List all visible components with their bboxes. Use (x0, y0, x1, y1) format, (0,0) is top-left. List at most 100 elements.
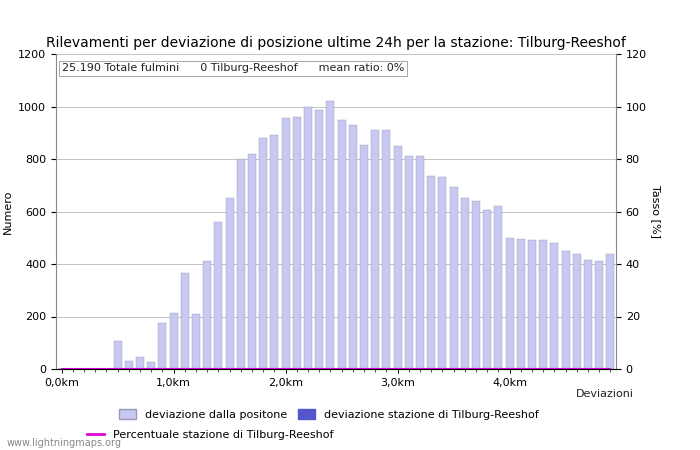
Bar (371, 130, 379, 369)
Bar (416, 157, 424, 369)
Text: www.lightningmaps.org: www.lightningmaps.org (7, 438, 122, 448)
Percentuale stazione di Tilburg-Reeshof (259, 366, 267, 372)
Bar (494, 206, 503, 369)
Percentuale stazione di Tilburg-Reeshof (438, 366, 447, 372)
Percentuale stazione di Tilburg-Reeshof (349, 366, 357, 372)
Percentuale stazione di Tilburg-Reeshof (181, 366, 189, 372)
Percentuale stazione di Tilburg-Reeshof (169, 366, 178, 372)
Percentuale stazione di Tilburg-Reeshof (483, 366, 491, 372)
Percentuale stazione di Tilburg-Reeshof (360, 366, 368, 372)
Percentuale stazione di Tilburg-Reeshof (528, 366, 536, 372)
Bar (461, 198, 469, 369)
Bar (349, 125, 357, 369)
Text: 25.190 Totale fulmini      0 Tilburg-Reeshof      mean ratio: 0%: 25.190 Totale fulmini 0 Tilburg-Reeshof … (62, 63, 404, 73)
Bar (427, 176, 435, 369)
Percentuale stazione di Tilburg-Reeshof (393, 366, 402, 372)
Percentuale stazione di Tilburg-Reeshof (80, 366, 88, 372)
Percentuale stazione di Tilburg-Reeshof (550, 366, 559, 372)
Percentuale stazione di Tilburg-Reeshof (158, 366, 167, 372)
Bar (483, 210, 491, 369)
Bar (550, 243, 559, 369)
Bar (181, 273, 189, 369)
Bar (304, 107, 312, 369)
Percentuale stazione di Tilburg-Reeshof (125, 366, 133, 372)
Percentuale stazione di Tilburg-Reeshof (225, 366, 234, 372)
Bar (561, 251, 570, 369)
Bar (606, 253, 615, 369)
Percentuale stazione di Tilburg-Reeshof (573, 366, 581, 372)
Bar (315, 110, 323, 369)
Bar (281, 118, 290, 369)
Percentuale stazione di Tilburg-Reeshof (494, 366, 503, 372)
Percentuale stazione di Tilburg-Reeshof (472, 366, 480, 372)
Legend: Percentuale stazione di Tilburg-Reeshof: Percentuale stazione di Tilburg-Reeshof (87, 429, 333, 440)
Bar (136, 357, 144, 369)
Percentuale stazione di Tilburg-Reeshof (270, 366, 279, 372)
Bar (237, 159, 245, 369)
Bar (382, 130, 391, 369)
Bar (595, 261, 603, 369)
Bar (169, 313, 178, 369)
Percentuale stazione di Tilburg-Reeshof (449, 366, 458, 372)
Percentuale stazione di Tilburg-Reeshof (337, 366, 346, 372)
Bar (113, 342, 122, 369)
Bar (438, 177, 447, 369)
Bar (158, 323, 167, 369)
Percentuale stazione di Tilburg-Reeshof (304, 366, 312, 372)
Text: Deviazioni: Deviazioni (575, 389, 634, 399)
Bar (584, 260, 592, 369)
Percentuale stazione di Tilburg-Reeshof (606, 366, 615, 372)
Y-axis label: Numero: Numero (3, 189, 13, 234)
Bar (293, 117, 301, 369)
Percentuale stazione di Tilburg-Reeshof (237, 366, 245, 372)
Percentuale stazione di Tilburg-Reeshof (405, 366, 413, 372)
Percentuale stazione di Tilburg-Reeshof (214, 366, 223, 372)
Bar (449, 187, 458, 369)
Percentuale stazione di Tilburg-Reeshof (505, 366, 514, 372)
Bar (472, 201, 480, 369)
Bar (147, 362, 155, 369)
Percentuale stazione di Tilburg-Reeshof (192, 366, 200, 372)
Title: Rilevamenti per deviazione di posizione ultime 24h per la stazione: Tilburg-Rees: Rilevamenti per deviazione di posizione … (46, 36, 626, 50)
Legend: deviazione dalla positone, deviazione stazione di Tilburg-Reeshof: deviazione dalla positone, deviazione st… (120, 409, 538, 420)
Percentuale stazione di Tilburg-Reeshof (561, 366, 570, 372)
Bar (214, 222, 223, 369)
Percentuale stazione di Tilburg-Reeshof (113, 366, 122, 372)
Bar (192, 314, 200, 369)
Bar (505, 238, 514, 369)
Percentuale stazione di Tilburg-Reeshof (539, 366, 547, 372)
Bar (539, 240, 547, 369)
Bar (573, 253, 581, 369)
Percentuale stazione di Tilburg-Reeshof (293, 366, 301, 372)
Percentuale stazione di Tilburg-Reeshof (57, 366, 66, 372)
Percentuale stazione di Tilburg-Reeshof (427, 366, 435, 372)
Percentuale stazione di Tilburg-Reeshof (102, 366, 111, 372)
Percentuale stazione di Tilburg-Reeshof (248, 366, 256, 372)
Bar (405, 157, 413, 369)
Bar (259, 138, 267, 369)
Bar (528, 240, 536, 369)
Percentuale stazione di Tilburg-Reeshof (147, 366, 155, 372)
Percentuale stazione di Tilburg-Reeshof (91, 366, 99, 372)
Percentuale stazione di Tilburg-Reeshof (416, 366, 424, 372)
Bar (517, 239, 525, 369)
Bar (248, 154, 256, 369)
Percentuale stazione di Tilburg-Reeshof (315, 366, 323, 372)
Bar (203, 261, 211, 369)
Percentuale stazione di Tilburg-Reeshof (136, 366, 144, 372)
Percentuale stazione di Tilburg-Reeshof (203, 366, 211, 372)
Percentuale stazione di Tilburg-Reeshof (584, 366, 592, 372)
Bar (326, 101, 335, 369)
Bar (225, 198, 234, 369)
Y-axis label: Tasso [%]: Tasso [%] (651, 185, 661, 238)
Percentuale stazione di Tilburg-Reeshof (517, 366, 525, 372)
Percentuale stazione di Tilburg-Reeshof (326, 366, 335, 372)
Percentuale stazione di Tilburg-Reeshof (69, 366, 77, 372)
Bar (360, 144, 368, 369)
Percentuale stazione di Tilburg-Reeshof (595, 366, 603, 372)
Percentuale stazione di Tilburg-Reeshof (371, 366, 379, 372)
Bar (337, 120, 346, 369)
Bar (270, 135, 279, 369)
Percentuale stazione di Tilburg-Reeshof (382, 366, 391, 372)
Percentuale stazione di Tilburg-Reeshof (461, 366, 469, 372)
